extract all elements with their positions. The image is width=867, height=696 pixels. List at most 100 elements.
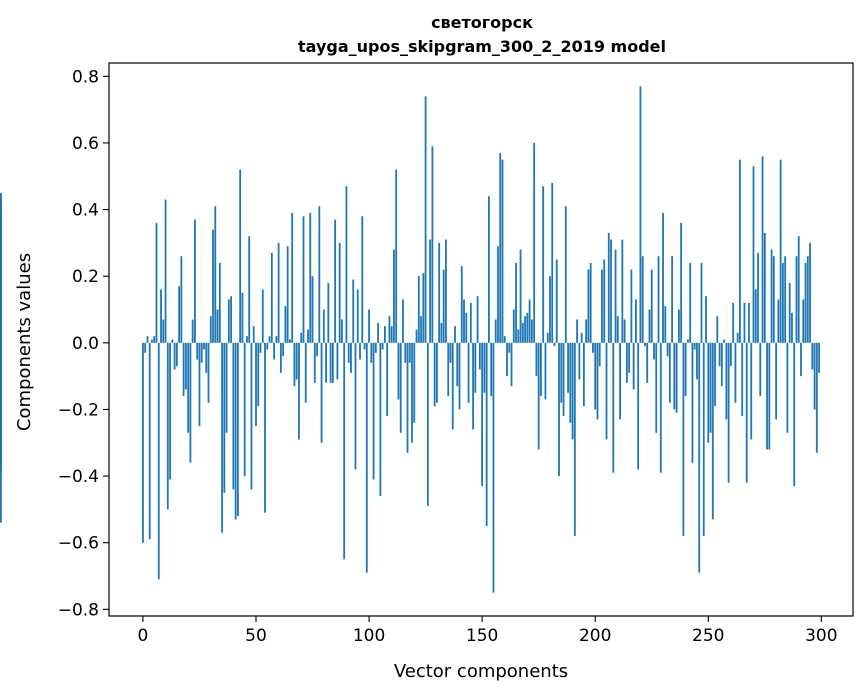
- bar: [621, 239, 624, 343]
- bar: [393, 249, 395, 343]
- bar: [526, 312, 529, 343]
- bar: [508, 342, 511, 353]
- bar: [467, 342, 470, 403]
- chart-subtitle: tayga_upos_skipgram_300_2_2019 model: [298, 37, 666, 56]
- bar: [311, 276, 314, 343]
- bar: [451, 342, 454, 430]
- bar: [659, 342, 662, 473]
- bar: [187, 342, 190, 433]
- bar: [754, 289, 757, 343]
- bar: [497, 246, 499, 343]
- bar: [298, 342, 300, 440]
- bar: [227, 299, 230, 343]
- bar: [223, 342, 226, 493]
- bar: [295, 342, 298, 380]
- bar: [411, 342, 413, 443]
- bar: [399, 342, 402, 433]
- bar: [736, 332, 739, 343]
- bar: [203, 342, 205, 350]
- bar: [519, 249, 522, 343]
- bar: [309, 212, 312, 343]
- bar: [481, 342, 484, 487]
- bar: [334, 219, 337, 343]
- bar: [408, 342, 411, 363]
- bar: [562, 342, 565, 417]
- bar: [234, 342, 237, 520]
- bar: [386, 342, 389, 417]
- bar: [619, 342, 621, 420]
- bar: [352, 279, 355, 343]
- bar: [716, 316, 719, 343]
- bar: [252, 326, 255, 343]
- bar: [243, 342, 246, 477]
- bar: [657, 256, 660, 343]
- bar: [515, 262, 517, 343]
- bar: [447, 342, 450, 397]
- bar: [417, 276, 420, 343]
- bar: [596, 342, 599, 420]
- bar: [650, 269, 653, 343]
- bar: [361, 216, 364, 343]
- bar: [714, 342, 716, 407]
- x-axis-label: Vector components: [394, 661, 568, 682]
- bar: [230, 296, 233, 343]
- bar: [237, 342, 239, 517]
- bar: [795, 256, 798, 343]
- bar: [786, 342, 789, 433]
- bar-series: [0, 86, 820, 593]
- bar: [791, 312, 793, 343]
- bar: [350, 342, 352, 373]
- bar: [388, 316, 391, 343]
- bar: [164, 199, 167, 343]
- bar: [494, 319, 497, 343]
- bar: [257, 342, 260, 407]
- bar: [644, 342, 646, 347]
- bar: [264, 342, 266, 513]
- y-tick-label: 0.6: [72, 134, 99, 154]
- bar: [804, 262, 807, 343]
- x-tick-label: 150: [466, 626, 498, 646]
- bar: [284, 306, 287, 343]
- bar: [770, 249, 773, 343]
- bar: [313, 342, 316, 383]
- bar: [180, 256, 183, 343]
- bar: [162, 319, 165, 343]
- bar: [571, 342, 574, 440]
- bar: [397, 342, 400, 400]
- bar: [336, 342, 339, 380]
- bar: [637, 342, 640, 470]
- bar: [732, 302, 735, 343]
- bar: [558, 342, 560, 477]
- bar: [696, 342, 698, 380]
- bar: [476, 296, 479, 343]
- bar: [316, 342, 318, 357]
- bar: [169, 342, 171, 480]
- bar: [182, 342, 185, 397]
- bar: [689, 262, 692, 343]
- bar: [221, 342, 223, 533]
- y-tick-label: −0.4: [58, 467, 99, 487]
- bar: [614, 249, 617, 343]
- bar: [666, 342, 669, 357]
- bar: [218, 262, 221, 343]
- bar: [383, 326, 386, 343]
- y-tick-label: −0.8: [58, 600, 99, 620]
- bar: [151, 339, 153, 343]
- bar: [0, 342, 2, 460]
- bar: [757, 252, 759, 343]
- bar: [356, 289, 359, 343]
- bar: [553, 342, 556, 347]
- bar: [429, 239, 432, 343]
- y-tick-label: −0.6: [58, 534, 99, 554]
- bar: [343, 342, 346, 560]
- bar: [797, 236, 800, 343]
- bar: [458, 342, 461, 410]
- bar: [205, 342, 208, 373]
- bar: [727, 342, 730, 483]
- bar: [655, 342, 658, 433]
- bar: [741, 342, 744, 417]
- bar: [216, 309, 219, 343]
- bar: [748, 302, 750, 343]
- bar: [341, 319, 343, 343]
